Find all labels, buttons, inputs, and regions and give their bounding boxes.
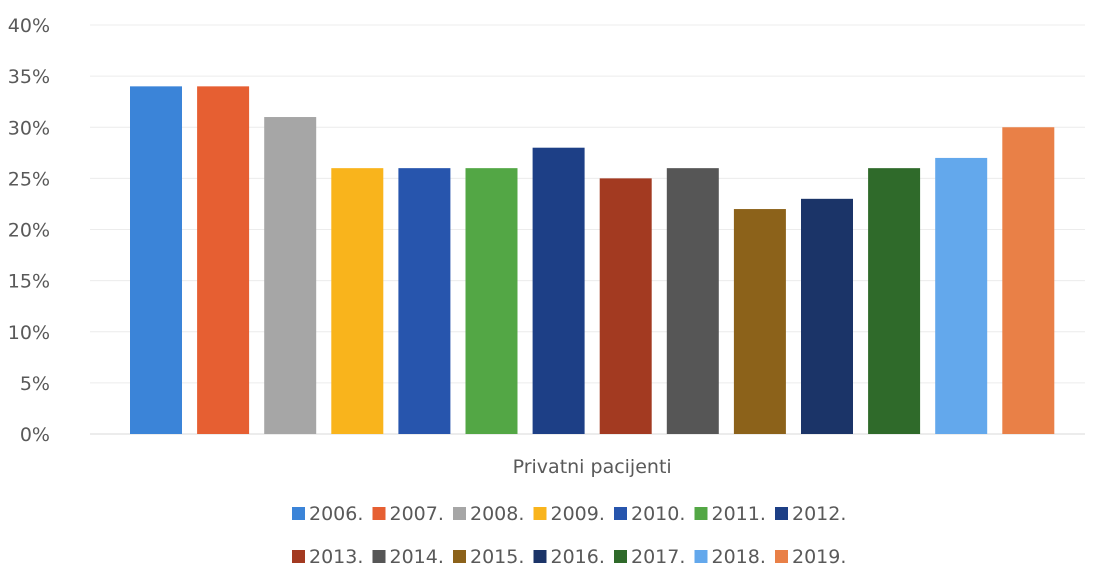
bar-2017 <box>868 168 921 434</box>
bar-2019 <box>1002 127 1055 434</box>
legend-swatch <box>694 507 708 520</box>
legend-label: 2007. <box>390 503 444 525</box>
legend-swatch <box>453 550 466 563</box>
bar-2011 <box>465 168 518 434</box>
legend-label: 2017. <box>631 546 685 568</box>
bar-2014 <box>666 168 719 434</box>
y-tick-label: 15% <box>8 271 50 293</box>
bar-2016 <box>801 198 853 434</box>
y-tick-label: 30% <box>8 117 50 139</box>
legend-label: 2013. <box>309 546 363 568</box>
legend-label: 2018. <box>712 546 766 568</box>
bar-2013 <box>599 178 652 434</box>
legend-label: 2006. <box>309 503 363 525</box>
bar-2012 <box>532 147 585 434</box>
y-tick-label: 25% <box>8 168 50 190</box>
y-tick-label: 40% <box>8 15 50 37</box>
legend-label: 2010. <box>631 503 685 525</box>
legend-swatch <box>533 507 547 520</box>
y-tick-label: 0% <box>20 424 50 446</box>
legend-swatch <box>614 550 627 563</box>
bar-2007 <box>197 86 250 434</box>
legend-label: 2014. <box>390 546 444 568</box>
bar-2006 <box>130 86 182 434</box>
legend-label: 2015. <box>470 546 524 568</box>
legend-swatch <box>453 507 466 520</box>
legend-swatch <box>372 507 386 520</box>
x-category-label: Privatni pacijenti <box>513 456 672 478</box>
legend-swatch <box>292 507 305 520</box>
y-tick-label: 20% <box>8 220 50 242</box>
bar-2018 <box>935 157 988 435</box>
legend-swatch <box>614 507 627 520</box>
legend-label: 2011. <box>712 503 766 525</box>
bar-2008 <box>264 117 317 435</box>
y-tick-label: 10% <box>8 322 50 344</box>
legend-swatch <box>292 550 305 563</box>
legend-label: 2016. <box>551 546 605 568</box>
y-tick-label: 5% <box>20 373 50 395</box>
legend-label: 2019. <box>792 546 846 568</box>
legend-swatch <box>372 550 386 563</box>
bar-2015 <box>733 209 786 434</box>
legend-swatch <box>775 550 788 563</box>
legend-swatch <box>775 507 788 520</box>
legend-label: 2012. <box>792 503 846 525</box>
legend-swatch <box>533 550 547 563</box>
legend-swatch <box>694 550 708 563</box>
y-tick-label: 35% <box>8 66 50 88</box>
legend-label: 2009. <box>551 503 605 525</box>
legend-label: 2008. <box>470 503 524 525</box>
bar-2009 <box>331 168 384 434</box>
bar-2010 <box>398 168 451 434</box>
